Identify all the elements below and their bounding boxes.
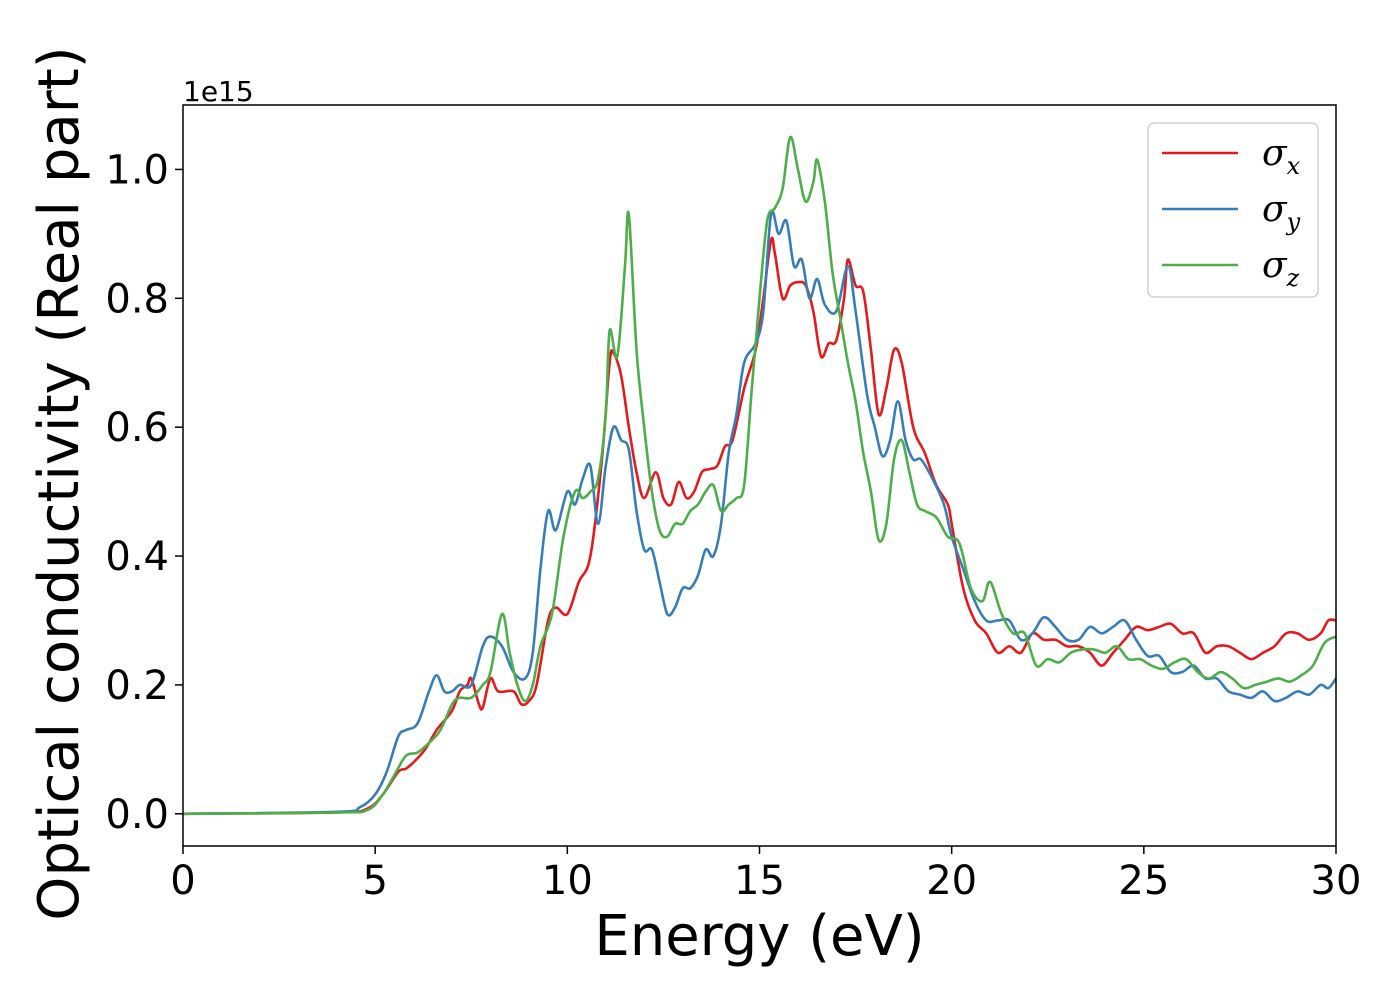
y-tick-label: 0.6 [105, 405, 169, 451]
x-tick-label: 20 [926, 858, 977, 904]
series-line-z [182, 135, 1337, 816]
y-tick-label: 0.8 [105, 276, 169, 322]
legend-label-subscript: x [1287, 152, 1301, 180]
x-tick-label: 30 [1311, 858, 1362, 904]
series-layer [182, 135, 1338, 816]
x-tick-label: 15 [734, 858, 785, 904]
legend-label-subscript: z [1286, 264, 1300, 292]
legend-label-base: σ [1262, 133, 1288, 174]
x-tick-label: 25 [1118, 858, 1169, 904]
x-axis-label: Energy (eV) [594, 904, 924, 969]
legend-label-subscript: y [1286, 208, 1301, 236]
y-tick-label: 0.0 [105, 792, 169, 838]
legend-label-z: σz [1262, 245, 1300, 292]
y-tick-label: 0.2 [105, 663, 169, 709]
y-tick-label: 0.4 [105, 534, 169, 580]
series-line-x [182, 236, 1337, 816]
legend-label-base: σ [1262, 245, 1288, 286]
y-axis-label: Optical conductivity (Real part) [27, 46, 92, 920]
x-tick-label: 5 [362, 858, 387, 904]
y-offset-label: 1e15 [183, 75, 254, 108]
legend-label-x: σx [1262, 133, 1301, 180]
legend-label-base: σ [1262, 189, 1288, 230]
legend-label-y: σy [1262, 189, 1301, 236]
y-axis: 0.0 0.2 0.4 0.6 0.8 1.0 [105, 147, 183, 838]
x-axis: 0 5 10 15 20 25 30 [170, 846, 1361, 904]
y-tick-label: 1.0 [105, 147, 169, 193]
x-tick-label: 0 [170, 858, 195, 904]
x-tick-label: 10 [542, 858, 593, 904]
